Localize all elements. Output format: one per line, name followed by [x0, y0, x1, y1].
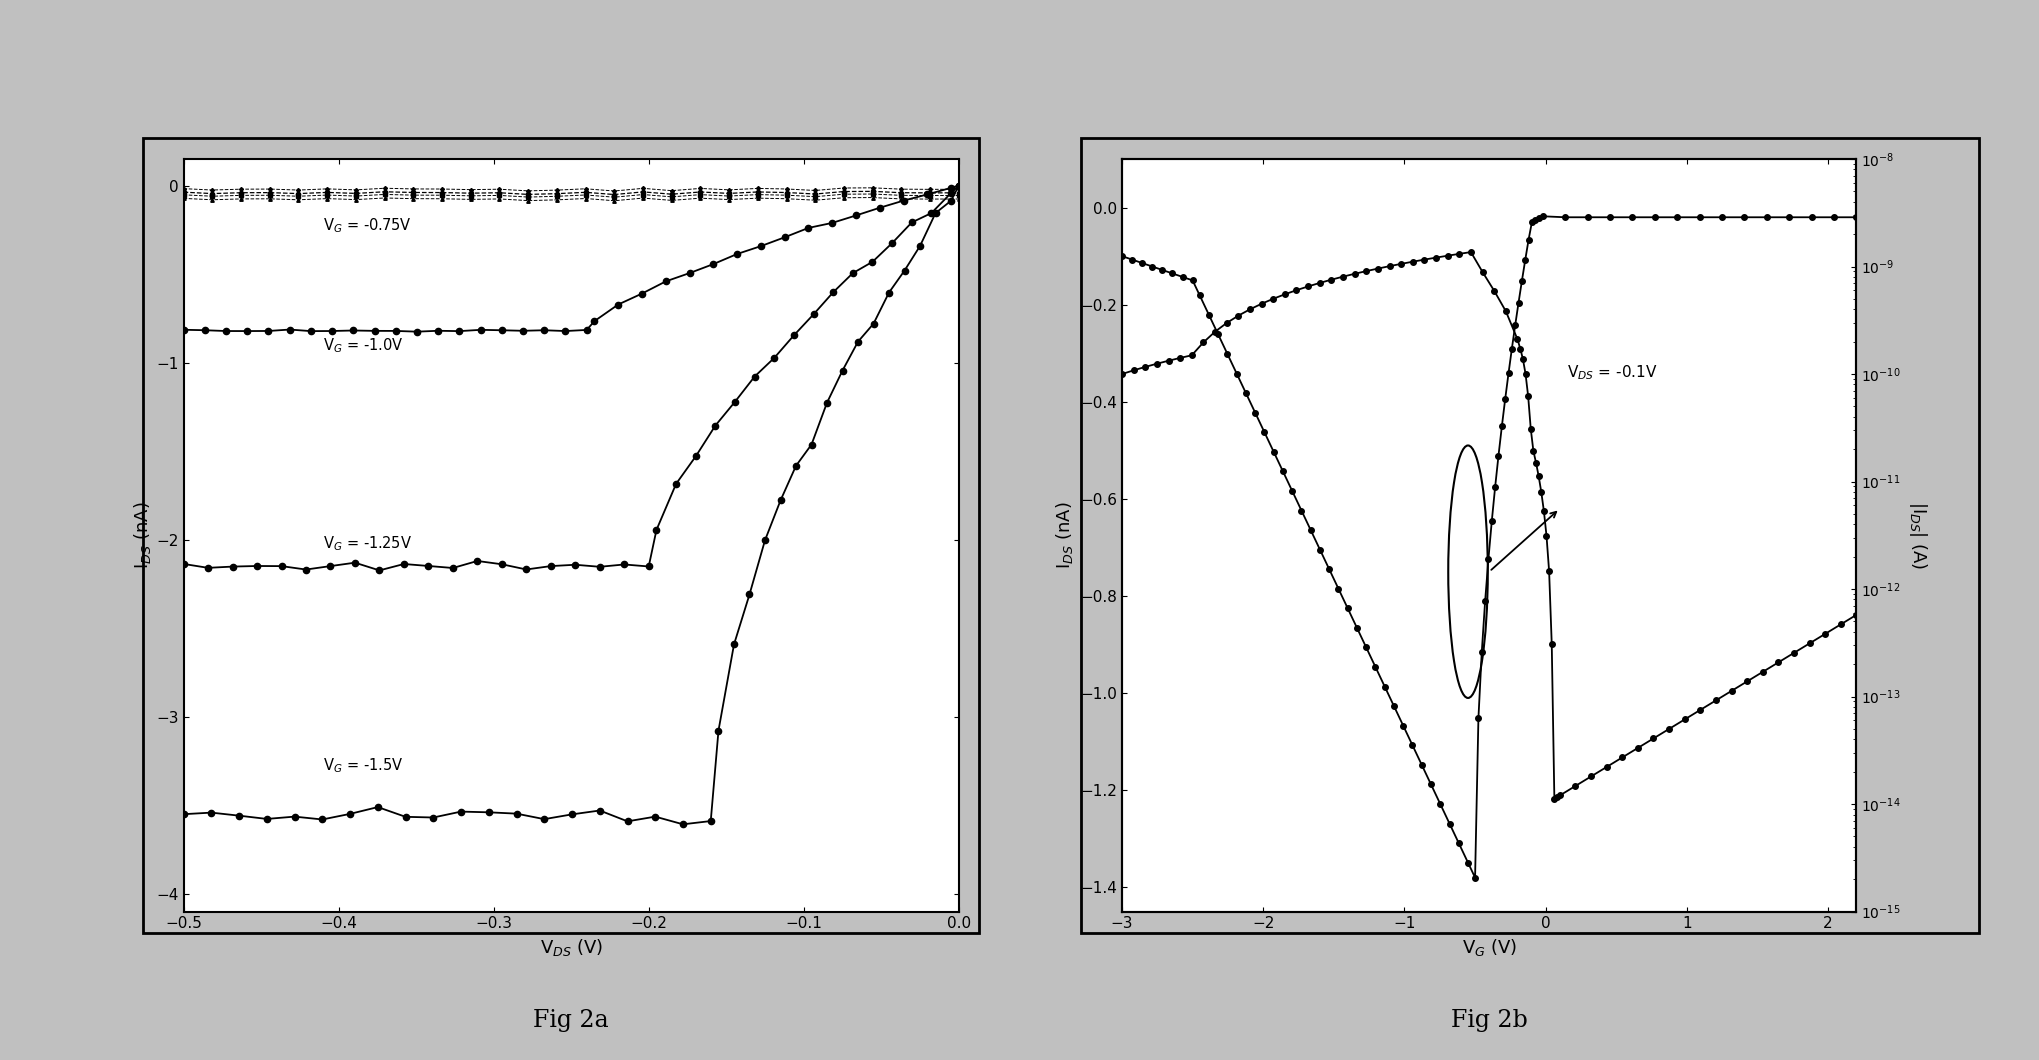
X-axis label: V$_G$ (V): V$_G$ (V) [1460, 937, 1517, 958]
Text: V$_G$ = -1.0V: V$_G$ = -1.0V [322, 336, 404, 355]
Y-axis label: |I$_{DS}$| (A): |I$_{DS}$| (A) [1906, 501, 1927, 569]
Text: Fig 2b: Fig 2b [1450, 1009, 1527, 1032]
X-axis label: V$_{DS}$ (V): V$_{DS}$ (V) [540, 937, 602, 958]
Text: Fig 2a: Fig 2a [532, 1009, 610, 1032]
Text: V$_G$ = -0.75V: V$_G$ = -0.75V [322, 216, 412, 234]
Text: V$_{DS}$ = -0.1V: V$_{DS}$ = -0.1V [1566, 364, 1656, 383]
Y-axis label: I$_{DS}$ (nA): I$_{DS}$ (nA) [133, 501, 153, 569]
Text: V$_G$ = -1.25V: V$_G$ = -1.25V [322, 534, 412, 553]
Y-axis label: I$_{DS}$ (nA): I$_{DS}$ (nA) [1052, 501, 1075, 569]
Text: V$_G$ = -1.5V: V$_G$ = -1.5V [322, 756, 404, 775]
